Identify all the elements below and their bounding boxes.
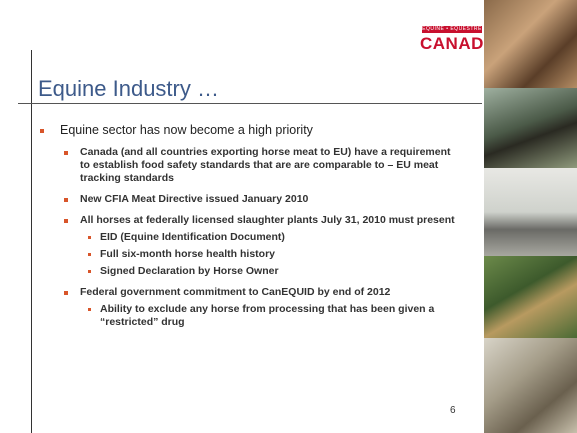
bullet: Full six-month horse health history (88, 248, 460, 261)
bullet: Canada (and all countries exporting hors… (64, 146, 460, 185)
page-number: 6 (450, 405, 456, 416)
photo (484, 256, 577, 338)
photo (484, 338, 577, 433)
bullet: Ability to exclude any horse from proces… (88, 303, 460, 329)
bullet: New CFIA Meat Directive issued January 2… (64, 193, 460, 206)
divider (18, 103, 482, 104)
bullet: Equine sector has now become a high prio… (40, 123, 470, 138)
bullet: Signed Declaration by Horse Owner (88, 265, 460, 278)
photo (484, 88, 577, 168)
photo (484, 0, 577, 88)
bullet: All horses at federally licensed slaught… (64, 214, 460, 227)
bullet: Federal government commitment to CanEQUI… (64, 286, 460, 299)
photo (484, 168, 577, 256)
divider (31, 50, 32, 433)
bullet: EID (Equine Identification Document) (88, 231, 460, 244)
logo-name: CANADA (420, 34, 497, 53)
slide-title: Equine Industry … (38, 76, 219, 101)
photo-strip (484, 0, 577, 433)
logo-tagline: EQUINE • ÉQUESTRE (422, 26, 482, 33)
